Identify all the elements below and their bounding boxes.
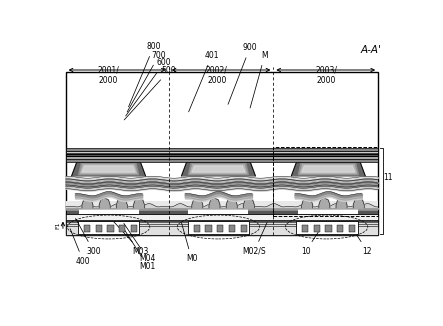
- Text: 600: 600: [126, 58, 171, 116]
- Bar: [194, 225, 200, 232]
- Polygon shape: [99, 198, 110, 208]
- Polygon shape: [226, 198, 237, 208]
- Polygon shape: [72, 162, 145, 176]
- Bar: [66, 214, 378, 220]
- Bar: [298, 209, 358, 214]
- Bar: [241, 225, 247, 232]
- Bar: [78, 221, 140, 234]
- Text: 11: 11: [383, 173, 393, 182]
- Polygon shape: [209, 198, 220, 208]
- Polygon shape: [78, 163, 139, 175]
- Bar: [66, 148, 378, 151]
- Bar: [229, 225, 235, 232]
- Polygon shape: [302, 198, 313, 208]
- Text: M0: M0: [182, 223, 197, 263]
- Text: 12: 12: [358, 236, 372, 256]
- Text: M01: M01: [122, 226, 156, 271]
- Bar: [217, 225, 223, 232]
- Text: M04: M04: [124, 223, 156, 263]
- Bar: [188, 209, 249, 214]
- Bar: [314, 225, 320, 232]
- Bar: [66, 159, 378, 162]
- Bar: [337, 225, 343, 232]
- Bar: [78, 209, 139, 214]
- Polygon shape: [80, 165, 137, 173]
- Polygon shape: [243, 198, 254, 208]
- Text: 2001/
2000: 2001/ 2000: [97, 66, 120, 85]
- Bar: [326, 225, 331, 232]
- Text: 900: 900: [228, 43, 257, 104]
- Text: 500: 500: [124, 66, 176, 120]
- Polygon shape: [353, 198, 364, 208]
- Polygon shape: [336, 198, 347, 208]
- Polygon shape: [192, 166, 245, 172]
- Polygon shape: [117, 198, 127, 208]
- Bar: [119, 225, 125, 232]
- Polygon shape: [291, 162, 365, 176]
- Polygon shape: [192, 198, 203, 208]
- Text: M: M: [250, 51, 268, 108]
- Bar: [273, 147, 378, 216]
- Text: 700: 700: [127, 51, 166, 112]
- Polygon shape: [188, 163, 249, 175]
- Bar: [66, 154, 378, 156]
- Polygon shape: [133, 198, 144, 208]
- Polygon shape: [82, 166, 135, 172]
- Bar: [96, 225, 102, 232]
- Bar: [206, 225, 212, 232]
- Bar: [187, 221, 249, 234]
- Text: 300: 300: [76, 218, 101, 256]
- Text: A-A': A-A': [361, 45, 382, 55]
- Bar: [66, 151, 378, 153]
- Polygon shape: [300, 165, 357, 173]
- Text: 800: 800: [128, 42, 161, 107]
- Text: M02/S: M02/S: [242, 222, 267, 256]
- Bar: [295, 221, 358, 234]
- Bar: [84, 225, 90, 232]
- Bar: [66, 221, 378, 235]
- Polygon shape: [82, 198, 93, 208]
- Text: 10: 10: [301, 232, 318, 256]
- Polygon shape: [190, 165, 247, 173]
- Text: F1: F1: [56, 221, 61, 229]
- Bar: [107, 225, 113, 232]
- Text: 401: 401: [189, 51, 219, 112]
- Polygon shape: [319, 198, 330, 208]
- Text: 400: 400: [70, 229, 91, 266]
- Bar: [131, 225, 137, 232]
- Text: 2003/
2000: 2003/ 2000: [315, 66, 338, 85]
- Bar: [66, 209, 378, 214]
- Text: M03: M03: [114, 222, 149, 256]
- Bar: [349, 225, 355, 232]
- Polygon shape: [302, 166, 355, 172]
- Polygon shape: [298, 163, 358, 175]
- Bar: [66, 200, 378, 209]
- Bar: [66, 156, 378, 159]
- Polygon shape: [182, 162, 255, 176]
- Bar: [66, 72, 378, 235]
- Text: 2002/
2000: 2002/ 2000: [206, 66, 228, 85]
- Bar: [302, 225, 308, 232]
